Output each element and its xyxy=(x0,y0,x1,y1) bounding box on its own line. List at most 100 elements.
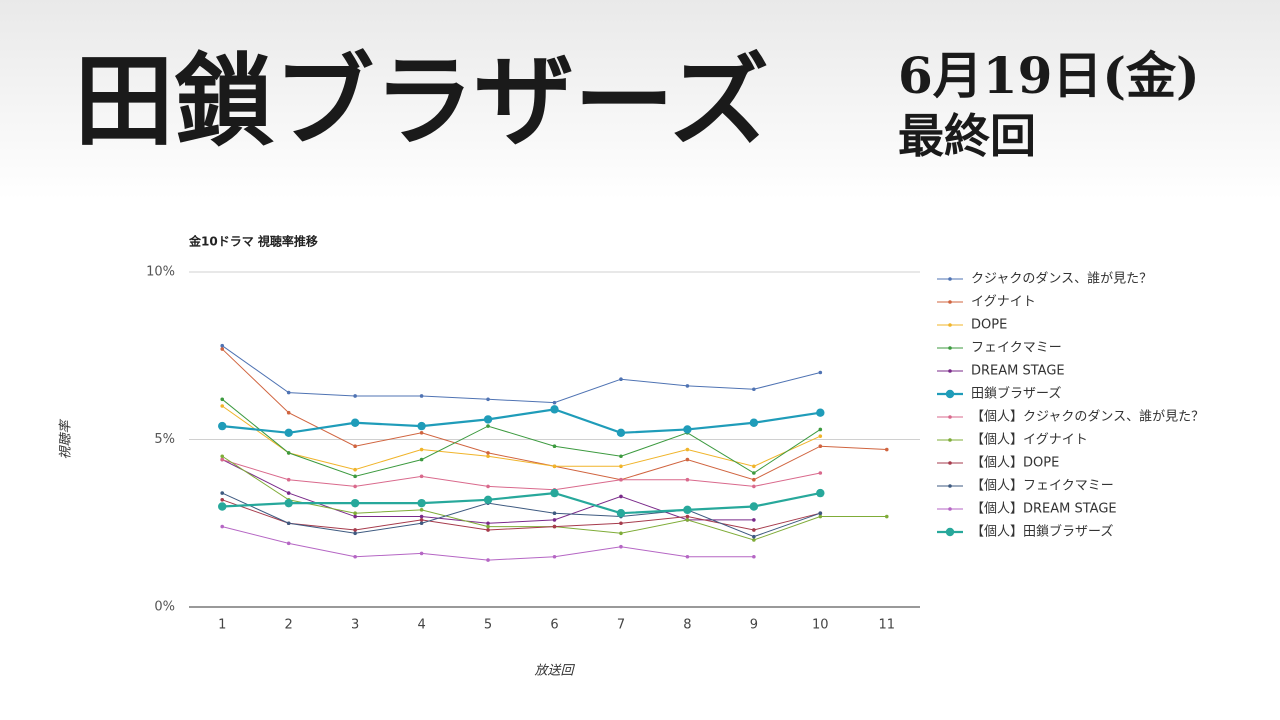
data-point xyxy=(818,434,823,438)
y-tick-label: 10% xyxy=(146,265,175,280)
show-title: 田鎖ブラザーズ xyxy=(74,42,769,160)
data-point xyxy=(220,347,225,351)
data-point xyxy=(353,474,357,479)
data-point xyxy=(286,521,291,526)
legend-marker xyxy=(948,438,952,442)
data-point xyxy=(486,528,490,532)
legend-label: 【個人】イグナイト xyxy=(971,433,1088,448)
legend-label: クジャクのダンス、誰が見た？ xyxy=(971,271,1152,287)
air-date: 6月19日(金) xyxy=(898,46,1200,105)
series-line xyxy=(222,459,754,524)
data-point xyxy=(818,471,823,475)
legend-marker xyxy=(948,415,952,419)
data-point xyxy=(353,528,357,532)
data-point xyxy=(419,551,424,556)
data-point xyxy=(552,464,557,469)
data-point xyxy=(353,554,357,559)
x-tick-label: 4 xyxy=(417,618,425,633)
data-point xyxy=(419,508,424,512)
legend-marker xyxy=(948,369,952,373)
data-point xyxy=(685,514,690,519)
x-tick-label: 6 xyxy=(550,618,558,633)
data-point xyxy=(353,531,357,536)
data-point xyxy=(220,457,225,462)
data-point xyxy=(818,514,823,519)
data-point xyxy=(284,498,293,508)
data-point xyxy=(286,390,291,395)
data-point xyxy=(419,447,424,452)
legend-marker xyxy=(948,461,952,465)
data-point xyxy=(483,415,493,424)
x-tick-label: 10 xyxy=(812,618,829,633)
data-point xyxy=(619,494,623,499)
data-point xyxy=(749,418,759,427)
data-point xyxy=(486,397,490,402)
legend-marker xyxy=(948,484,952,488)
data-point xyxy=(619,544,623,549)
data-point xyxy=(619,531,623,536)
legend-marker xyxy=(948,323,952,327)
y-axis-label: 視聴率 xyxy=(58,419,74,460)
data-point xyxy=(286,410,291,415)
data-point xyxy=(752,528,756,532)
data-point xyxy=(350,418,360,427)
legend-label: 【個人】クジャクのダンス、誰が見た？ xyxy=(971,409,1204,425)
series-line xyxy=(221,348,887,481)
data-point xyxy=(486,424,490,428)
data-point xyxy=(419,394,424,398)
data-point xyxy=(818,427,823,432)
x-tick-label: 8 xyxy=(683,618,691,633)
series-line xyxy=(222,408,821,434)
data-point xyxy=(816,488,825,498)
data-point xyxy=(486,454,490,459)
legend-marker xyxy=(945,389,955,399)
data-point xyxy=(884,447,889,452)
episode-note: 最終回 xyxy=(898,109,1036,163)
data-point xyxy=(619,464,623,469)
data-point xyxy=(286,451,291,455)
x-tick-label: 3 xyxy=(351,618,359,633)
data-point xyxy=(685,477,690,482)
legend-label: 田鎖ブラザーズ xyxy=(971,386,1061,402)
series-line xyxy=(221,398,821,477)
data-point xyxy=(685,447,690,452)
data-point xyxy=(220,397,225,402)
data-point xyxy=(619,477,623,482)
data-point xyxy=(749,502,759,511)
x-tick-label: 7 xyxy=(617,618,625,633)
legend-marker xyxy=(948,346,952,350)
data-point xyxy=(752,477,756,482)
data-point xyxy=(752,554,756,559)
data-point xyxy=(550,405,559,414)
data-point xyxy=(220,498,225,502)
series-line xyxy=(222,459,821,491)
data-point xyxy=(752,471,756,475)
legend-label: 【個人】田鎖ブラザーズ xyxy=(971,524,1113,540)
data-point xyxy=(286,491,291,495)
x-tick-label: 5 xyxy=(484,618,492,633)
data-point xyxy=(353,444,357,449)
series-line xyxy=(221,405,821,471)
data-point xyxy=(218,421,227,431)
data-point xyxy=(486,451,490,455)
data-point xyxy=(685,384,690,388)
data-point xyxy=(220,454,225,459)
data-point xyxy=(286,477,291,482)
data-point xyxy=(619,454,623,459)
data-point xyxy=(818,511,823,515)
series-line xyxy=(222,491,821,515)
data-point xyxy=(486,521,490,526)
legend-label: DOPE xyxy=(971,318,1007,333)
data-point xyxy=(220,524,225,529)
data-point xyxy=(417,421,426,431)
data-point xyxy=(552,554,557,559)
data-point xyxy=(350,498,360,508)
x-axis-label: 放送回 xyxy=(534,664,575,679)
data-point xyxy=(552,524,557,529)
data-point xyxy=(353,511,357,515)
data-point xyxy=(483,495,493,504)
data-point xyxy=(218,502,227,511)
chart-title: 金10ドラマ 視聴率推移 xyxy=(188,234,318,249)
